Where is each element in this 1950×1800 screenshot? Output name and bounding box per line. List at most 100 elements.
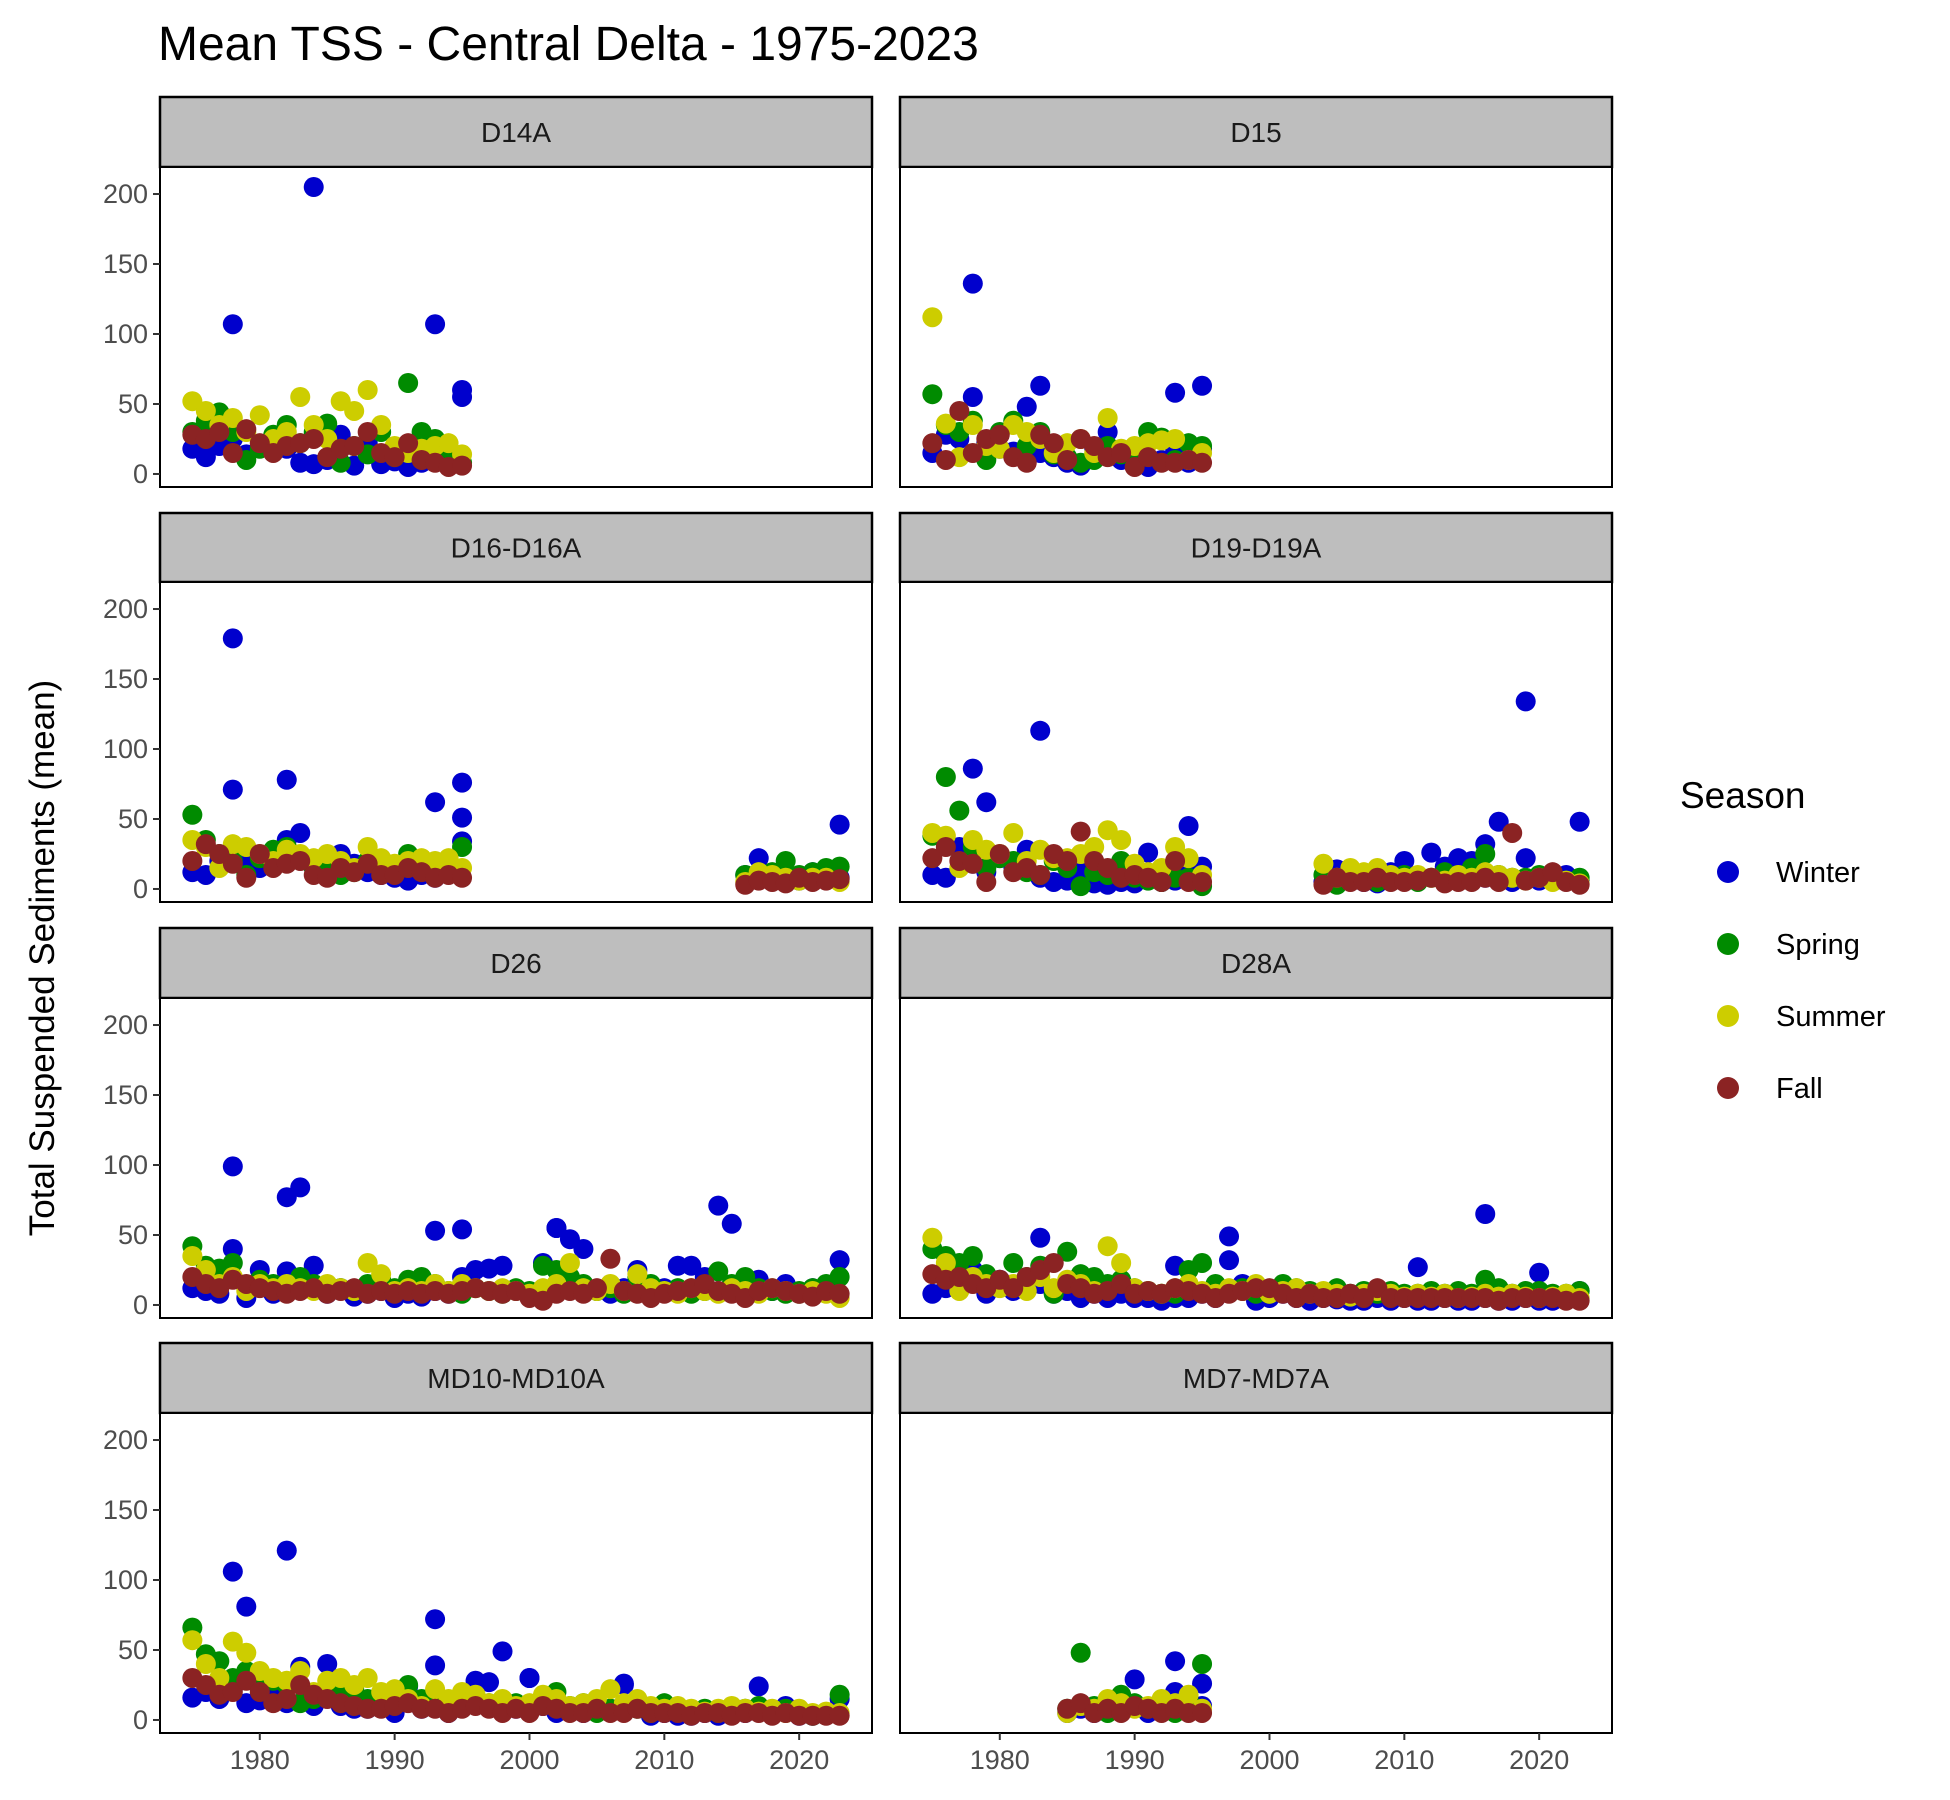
data-point-fall bbox=[1030, 864, 1051, 885]
facet-strip bbox=[898, 95, 1614, 169]
data-point-winter bbox=[962, 758, 983, 779]
legend-items: Winter Spring Summer Fall bbox=[1717, 857, 1886, 1105]
data-point-summer bbox=[922, 1227, 943, 1248]
data-point-summer bbox=[357, 836, 378, 857]
data-point-winter bbox=[1165, 1651, 1186, 1672]
facet-panel-d28a: D28A bbox=[898, 926, 1614, 1319]
data-point-summer bbox=[357, 1252, 378, 1273]
data-point-winter bbox=[1488, 811, 1509, 832]
data-point-summer bbox=[195, 1653, 216, 1674]
data-point-summer bbox=[1084, 836, 1105, 857]
data-point-fall bbox=[922, 848, 943, 869]
chart-title: Mean TSS - Central Delta - 1975-2023 bbox=[158, 18, 979, 71]
data-point-winter bbox=[1030, 720, 1051, 741]
data-point-winter bbox=[425, 792, 446, 813]
data-point-winter bbox=[276, 769, 297, 790]
data-point-fall bbox=[398, 433, 419, 454]
facet-strip bbox=[898, 926, 1614, 1000]
data-point-fall bbox=[1569, 1290, 1590, 1311]
data-point-spring bbox=[735, 1266, 756, 1287]
data-point-winter bbox=[1219, 1226, 1240, 1247]
data-point-spring bbox=[962, 1245, 983, 1266]
data-point-fall bbox=[384, 447, 405, 468]
data-point-summer bbox=[182, 1245, 203, 1266]
data-point-summer bbox=[600, 1679, 621, 1700]
data-point-summer bbox=[182, 1630, 203, 1651]
data-point-fall bbox=[236, 1670, 257, 1691]
y-tick-label: 50 bbox=[118, 389, 148, 419]
facet-strip bbox=[898, 511, 1614, 584]
data-point-fall bbox=[1192, 871, 1213, 892]
data-points bbox=[922, 691, 1590, 897]
data-point-winter bbox=[222, 779, 243, 800]
data-point-fall bbox=[829, 1705, 850, 1726]
data-point-spring bbox=[1057, 1241, 1078, 1262]
data-point-winter bbox=[492, 1255, 513, 1276]
facet-strip bbox=[158, 926, 874, 1000]
facet-panel-d15: D15 bbox=[898, 95, 1614, 488]
data-point-winter bbox=[222, 1156, 243, 1177]
data-point-fall bbox=[1111, 442, 1132, 463]
data-point-fall bbox=[586, 1278, 607, 1299]
data-point-fall bbox=[600, 1248, 621, 1269]
data-point-fall bbox=[949, 400, 970, 421]
data-point-winter bbox=[829, 1250, 850, 1271]
data-point-summer bbox=[935, 1252, 956, 1273]
x-tick-label: 2010 bbox=[634, 1745, 694, 1775]
data-point-winter bbox=[1515, 848, 1536, 869]
data-point-summer bbox=[290, 1660, 311, 1681]
y-tick-label: 200 bbox=[103, 179, 148, 209]
data-point-fall bbox=[1151, 871, 1172, 892]
data-point-winter bbox=[1394, 850, 1415, 871]
data-point-summer bbox=[276, 421, 297, 442]
data-point-spring bbox=[922, 384, 943, 405]
legend-title: Season bbox=[1680, 775, 1806, 816]
y-tick-label: 200 bbox=[103, 1425, 148, 1455]
data-point-fall bbox=[236, 419, 257, 440]
facet-strip-label: MD10-MD10A bbox=[427, 1363, 605, 1394]
facet-panel-d14a: D14A 0 50 100 150 200 bbox=[103, 95, 874, 489]
data-point-fall bbox=[276, 1688, 297, 1709]
data-point-summer bbox=[1097, 1236, 1118, 1257]
data-point-fall bbox=[829, 1283, 850, 1304]
data-point-fall bbox=[1043, 1252, 1064, 1273]
data-point-summer bbox=[1178, 1684, 1199, 1705]
data-point-winter bbox=[303, 1255, 324, 1276]
data-point-fall bbox=[357, 421, 378, 442]
y-tick-label: 100 bbox=[103, 1565, 148, 1595]
data-point-fall bbox=[452, 867, 473, 888]
data-points bbox=[1057, 1642, 1213, 1723]
x-tick-label: 2020 bbox=[769, 1745, 829, 1775]
data-point-winter bbox=[1165, 382, 1186, 403]
data-point-fall bbox=[209, 421, 230, 442]
data-point-fall bbox=[922, 433, 943, 454]
y-tick-label: 0 bbox=[133, 874, 148, 904]
data-point-spring bbox=[182, 804, 203, 825]
y-tick-label: 150 bbox=[103, 664, 148, 694]
data-point-spring bbox=[1003, 1252, 1024, 1273]
data-point-fall bbox=[1569, 874, 1590, 895]
y-tick-label: 50 bbox=[118, 1220, 148, 1250]
data-point-winter bbox=[317, 1653, 338, 1674]
data-point-fall bbox=[1192, 452, 1213, 473]
data-point-summer bbox=[935, 413, 956, 434]
data-point-summer bbox=[627, 1264, 648, 1285]
data-point-winter bbox=[721, 1213, 742, 1234]
data-point-fall bbox=[962, 853, 983, 874]
data-point-fall bbox=[344, 435, 365, 456]
facet-strip-label: D14A bbox=[481, 117, 551, 148]
data-point-winter bbox=[1421, 842, 1442, 863]
x-tick-label: 2000 bbox=[1239, 1745, 1299, 1775]
data-point-summer bbox=[344, 400, 365, 421]
facet-panel-md10-md10a: MD10-MD10A 0 50 100 150 200 1980 1990 2000 2010 20… bbox=[103, 1341, 874, 1775]
facet-panel-d16-d16a: D16-D16A 0 50 100 150 200 bbox=[103, 511, 874, 904]
data-point-winter bbox=[236, 1596, 257, 1617]
data-point-fall bbox=[182, 850, 203, 871]
data-point-winter bbox=[452, 807, 473, 828]
y-axis-title: Total Suspended Sediments (mean) bbox=[23, 680, 62, 1236]
data-point-summer bbox=[357, 1667, 378, 1688]
data-point-fall bbox=[303, 428, 324, 449]
data-point-winter bbox=[681, 1255, 702, 1276]
legend-label-fall: Fall bbox=[1776, 1073, 1823, 1105]
data-point-winter bbox=[1124, 1669, 1145, 1690]
